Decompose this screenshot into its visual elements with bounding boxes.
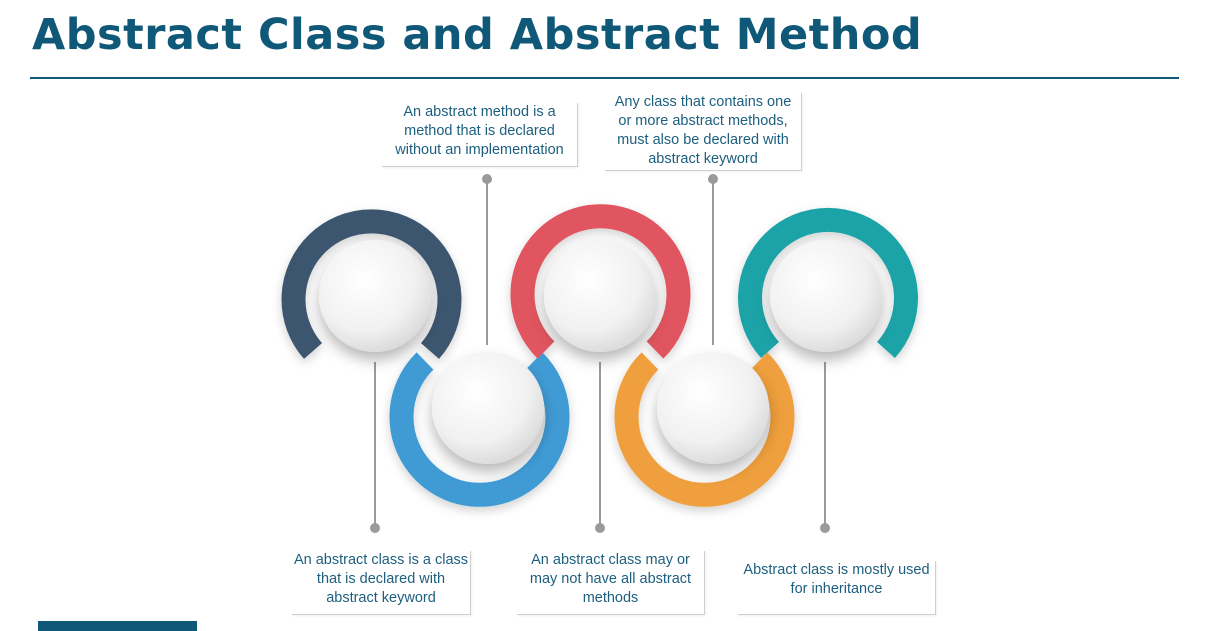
callout-line: An abstract method is a — [403, 104, 556, 120]
connector-dot-top-left — [482, 174, 492, 184]
disc-bottom-right — [657, 352, 769, 464]
ring-orange — [614, 352, 795, 507]
callout-line: that is declared with — [316, 571, 446, 587]
discs — [319, 240, 882, 464]
slide-title: Abstract Class and Abstract Method — [32, 10, 923, 60]
disc-bottom-left — [432, 352, 544, 464]
footer-accent-bar — [38, 621, 197, 631]
disc-top-3 — [770, 240, 882, 352]
callout-line: or more abstract methods, — [618, 113, 788, 129]
callout-line: methods — [582, 590, 639, 606]
callout-line: An abstract class is a class — [293, 552, 469, 568]
callout-inheritance: Abstract class is mostly used for inheri… — [738, 561, 936, 615]
callout-line: for inheritance — [790, 581, 883, 597]
callout-line: An abstract class may or — [531, 552, 690, 568]
ring-navy — [281, 209, 462, 359]
callout-line: method that is declared — [404, 123, 555, 139]
callout-line: may not have all abstract — [529, 571, 692, 587]
callout-line: Any class that contains one — [614, 94, 792, 110]
connector-dot-bottom-right — [820, 523, 830, 533]
ring-teal — [738, 207, 918, 359]
callout-abstract-method: An abstract method is a method that is d… — [382, 103, 578, 167]
disc-top-1 — [319, 240, 431, 352]
connector-dot-top-right — [708, 174, 718, 184]
callout-line: without an implementation — [395, 142, 564, 158]
title-divider — [30, 77, 1179, 79]
ring-blue — [389, 352, 570, 507]
callout-line: Abstract class is mostly used — [743, 562, 930, 578]
callout-abstract-methods-optional: An abstract class may or may not have al… — [517, 551, 705, 615]
callout-line: must also be declared with — [617, 132, 789, 148]
connector-dot-bottom-left — [370, 523, 380, 533]
connector-lines — [370, 174, 830, 533]
callout-class-with-abstract-methods: Any class that contains one or more abst… — [605, 93, 802, 171]
disc-top-2 — [544, 240, 656, 352]
ring-red — [510, 204, 691, 359]
callout-line: abstract keyword — [326, 590, 436, 606]
connector-dot-bottom-middle — [595, 523, 605, 533]
callout-line: abstract keyword — [648, 151, 758, 167]
callout-abstract-class: An abstract class is a class that is dec… — [292, 551, 471, 615]
